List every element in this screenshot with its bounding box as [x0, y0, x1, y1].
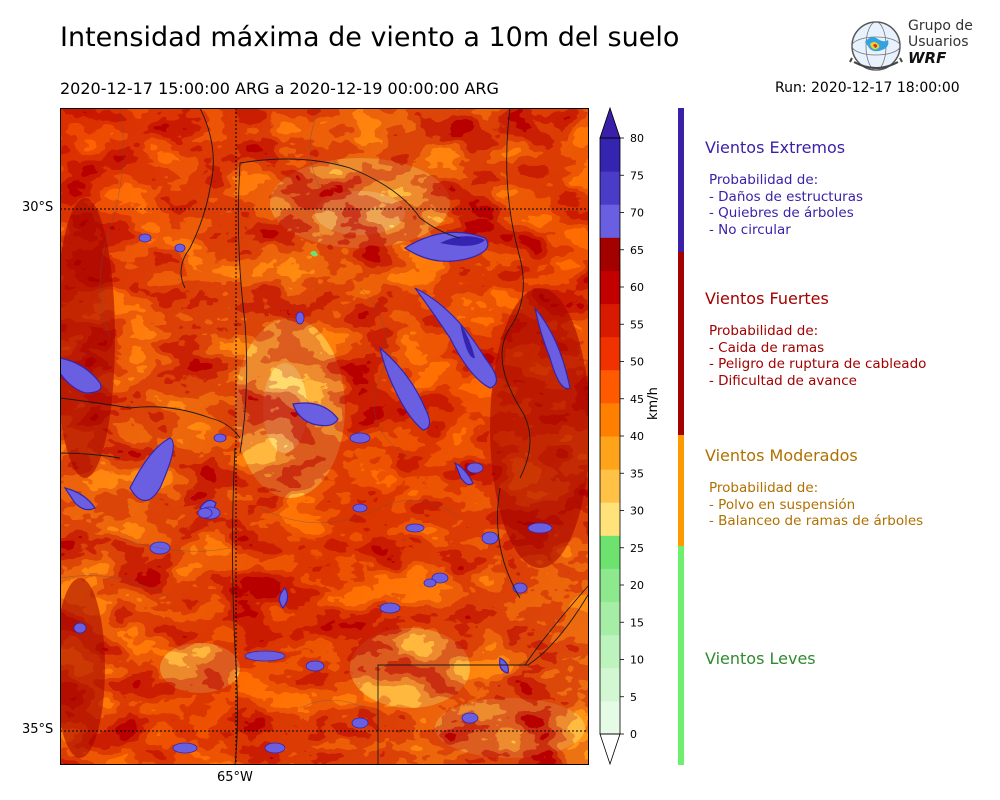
category-desc-strong: Probabilidad de: - Caida de ramas - Peli…	[709, 323, 926, 389]
category-title-light: Vientos Leves	[705, 649, 816, 668]
category-desc-line: - Peligro de ruptura de cableado	[709, 356, 927, 372]
colorbar-unit: km/h	[646, 387, 661, 420]
category-bar-light	[678, 546, 684, 765]
wrf-logo: Grupo de Usuarios WRF	[846, 16, 976, 76]
colorbar-band	[600, 237, 620, 271]
colorbar-band	[600, 303, 620, 338]
category-desc-line: - Quiebres de árboles	[709, 205, 854, 221]
colorbar-tick-label: 80	[630, 132, 644, 145]
colorbar-tick-label: 65	[630, 244, 644, 257]
category-title-strong: Vientos Fuertes	[705, 289, 829, 308]
colorbar-tick-label: 60	[630, 281, 644, 294]
colorbar-tick-label: 25	[630, 542, 644, 555]
colorbar-band	[600, 469, 620, 503]
colorbar-tick-label: 55	[630, 318, 644, 331]
category-desc-moderate: Probabilidad de: - Polvo en suspensión -…	[709, 480, 923, 530]
globe-icon	[849, 21, 903, 71]
colorbar-band	[600, 369, 620, 404]
colorbar-tick-label: 30	[630, 505, 644, 518]
run-timestamp: Run: 2020-12-17 18:00:00	[775, 80, 960, 96]
category-desc-line: Probabilidad de:	[709, 323, 819, 339]
lat-label-30s: 30°S	[22, 200, 54, 215]
colorbar-tick-label: 70	[630, 207, 644, 220]
colorbar-tick-label: 5	[630, 691, 637, 704]
colorbar-band	[600, 436, 620, 470]
colorbar-band	[600, 204, 620, 238]
colorbar-band	[600, 270, 620, 305]
category-desc-line: - No circular	[709, 221, 791, 238]
category-desc-line: - Caida de ramas	[709, 339, 825, 356]
colorbar-band	[600, 336, 620, 371]
colorbar-tick-label: 10	[630, 654, 644, 667]
category-bar-extreme	[678, 108, 684, 252]
logo-line-3: WRF	[908, 49, 947, 67]
colorbar-band	[600, 138, 620, 172]
colorbar-tick-label: 0	[630, 728, 637, 741]
category-desc-line: - Balanceo de ramas de árboles	[709, 513, 924, 529]
category-desc-line: Probabilidad de:	[709, 480, 819, 496]
colorbar-band	[600, 700, 620, 735]
category-bar-strong	[678, 252, 684, 435]
colorbar-tick-label: 35	[630, 467, 644, 480]
category-bar-moderate	[678, 435, 684, 546]
colorbar-band	[600, 634, 620, 669]
colorbar-cap-bottom	[599, 733, 621, 766]
logo-line-1: Grupo de	[908, 18, 973, 34]
colorbar-tick-label: 20	[630, 579, 644, 592]
wind-colorbar: 0 5 10 15 20 25 30 35 40 45 50 55 60 65 70 75 80	[599, 106, 644, 766]
category-desc-line: - Daños de estructuras	[709, 188, 864, 205]
logo-line-2: Usuarios	[908, 34, 969, 50]
colorbar-band	[600, 535, 620, 569]
wind-speed-map	[60, 108, 589, 765]
colorbar-tick-label: 45	[630, 393, 644, 406]
colorbar-band	[600, 402, 620, 437]
category-title-moderate: Vientos Moderados	[705, 446, 858, 465]
map-title: Intensidad máxima de viento a 10m del su…	[60, 22, 680, 53]
colorbar-band	[600, 601, 620, 636]
colorbar-band	[600, 171, 620, 205]
category-desc-line: Probabilidad de:	[709, 172, 819, 188]
lat-label-35s: 35°S	[22, 722, 54, 737]
category-desc-extreme: Probabilidad de: - Daños de estructuras …	[709, 172, 863, 238]
category-desc-line: - Polvo en suspensión	[709, 496, 856, 513]
lon-label-65w: 65°W	[217, 770, 253, 785]
category-title-extreme: Vientos Extremos	[705, 138, 846, 157]
colorbar-tick-label: 15	[630, 616, 644, 629]
colorbar-ticks: 0 5 10 15 20 25 30 35 40 45 50 55 60 65 70 75 80	[620, 132, 644, 741]
category-desc-line: - Dificultad de avance	[709, 372, 857, 389]
colorbar-tick-label: 75	[630, 169, 644, 182]
colorbar-cap-top	[599, 106, 621, 139]
colorbar-tick-label: 40	[630, 430, 644, 443]
colorbar-band	[600, 667, 620, 702]
colorbar-band	[600, 568, 620, 603]
colorbar-band	[600, 502, 620, 536]
forecast-period: 2020-12-17 15:00:00 ARG a 2020-12-19 00:…	[60, 79, 499, 98]
colorbar-bands	[599, 106, 621, 766]
colorbar-tick-label: 50	[630, 356, 644, 369]
